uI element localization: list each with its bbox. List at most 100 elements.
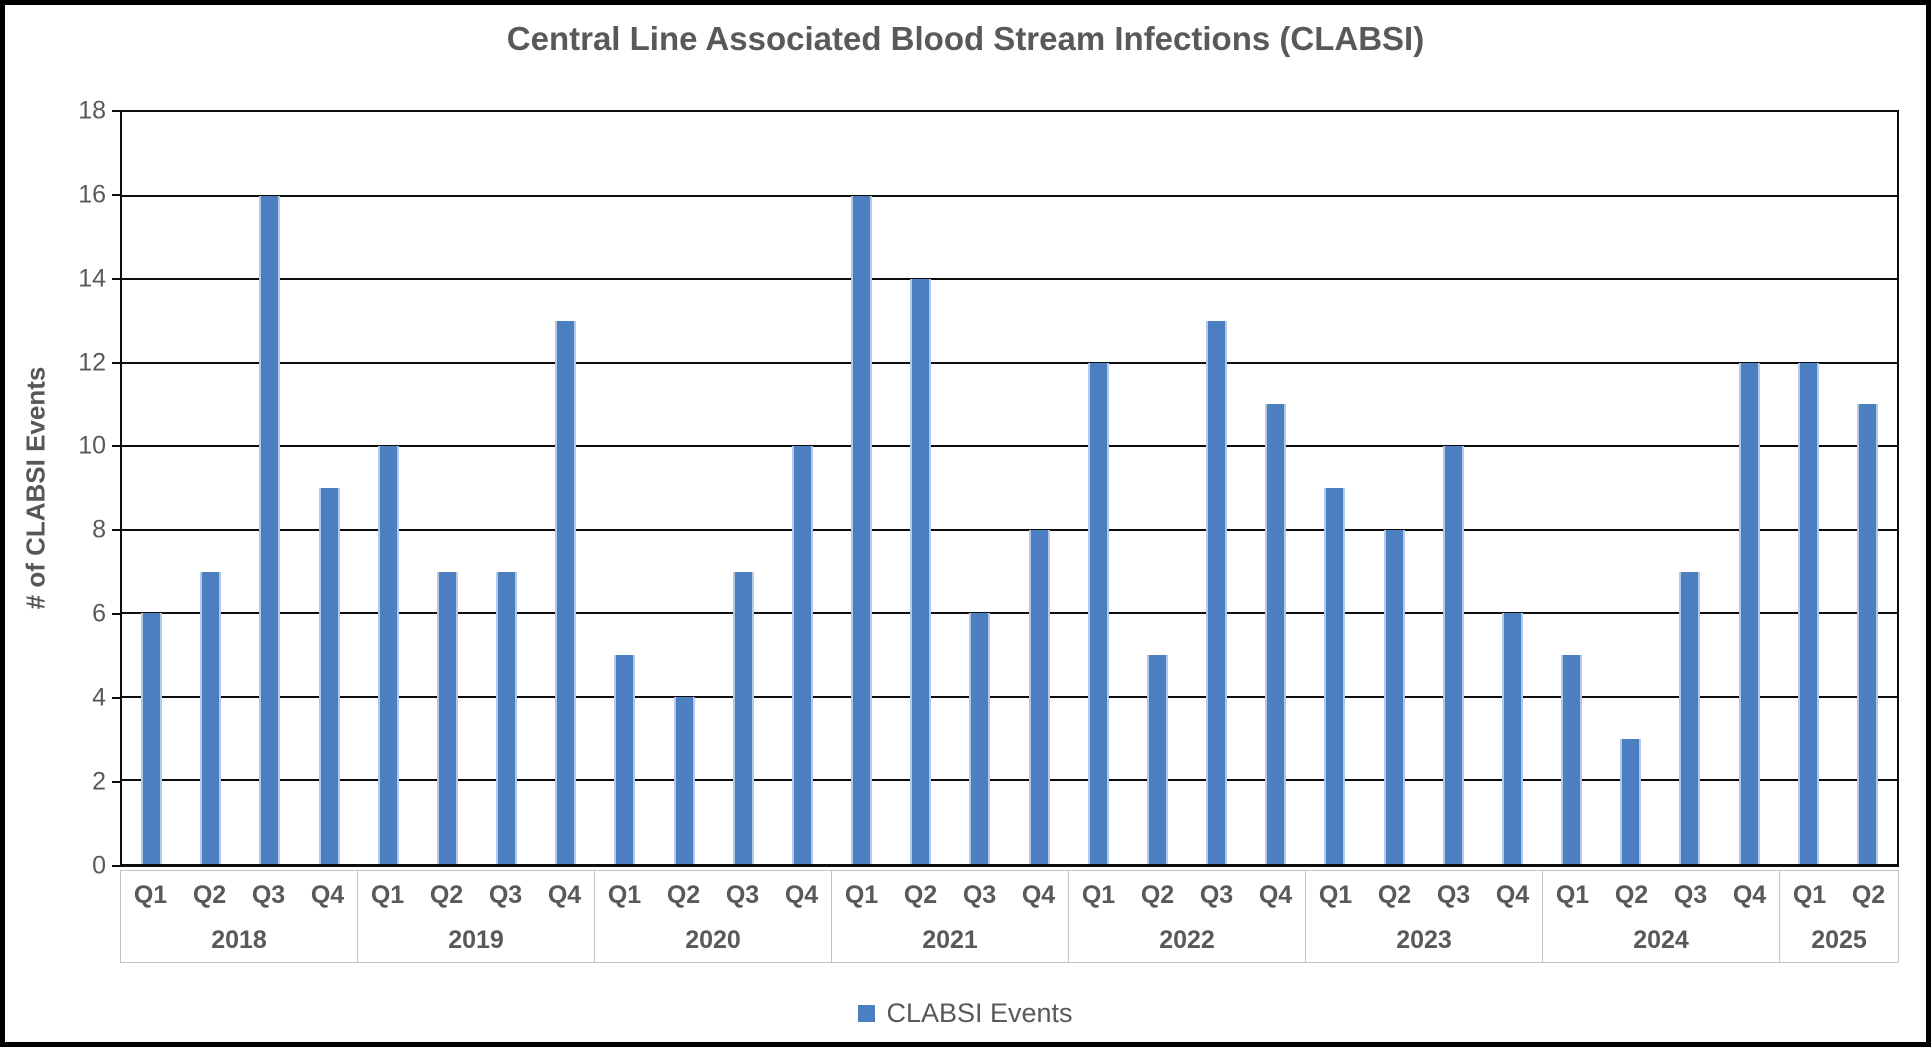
gridline: [122, 779, 1897, 782]
y-tick-label: 10: [78, 431, 106, 460]
quarter-label: Q3: [251, 880, 286, 909]
y-tick-label: 0: [92, 851, 106, 879]
quarter-row: Q1 Q2 Q3 Q4: [358, 871, 594, 919]
quarter-label: Q3: [1436, 880, 1471, 909]
quarter-row: Q1 Q2: [1780, 871, 1898, 919]
quarter-label: Q2: [192, 880, 227, 909]
chart-title: Central Line Associated Blood Stream Inf…: [506, 20, 1425, 57]
bar: [555, 320, 577, 864]
bar: [1620, 738, 1642, 864]
gridline: [122, 194, 1897, 197]
quarter-label: Q2: [1614, 880, 1649, 909]
bar: [1146, 655, 1168, 864]
y-axis-tick: [112, 110, 120, 112]
legend: CLABSI Events: [0, 995, 1931, 1031]
year-label: 2021: [922, 926, 978, 954]
category-axis-band: Q1 Q2 Q3 Q4 2018 Q1 Q2 Q3 Q4 2019 Q1 Q2 Q3 Q4 2020 Q1 Q2…: [120, 870, 1899, 963]
gridline: [122, 612, 1897, 615]
bar: [436, 571, 458, 864]
y-tick-label: 4: [92, 683, 106, 712]
quarter-label: Q1: [133, 880, 168, 909]
quarter-row: Q1 Q2 Q3 Q4: [1306, 871, 1542, 919]
bar: [614, 655, 636, 864]
quarter-label: Q2: [1851, 880, 1886, 909]
quarter-label: Q2: [429, 880, 464, 909]
bar: [377, 446, 399, 864]
quarter-label: Q2: [903, 880, 938, 909]
year-label: 2023: [1396, 926, 1452, 954]
y-axis-tick: [112, 613, 120, 615]
gridline: [122, 695, 1897, 698]
gridline: [122, 528, 1897, 531]
y-axis-tick: [112, 864, 120, 867]
bar: [1501, 613, 1523, 864]
quarter-label: Q1: [844, 880, 879, 909]
bar: [1265, 404, 1287, 864]
y-tick-label: 18: [78, 96, 106, 125]
quarter-label: Q4: [1732, 880, 1767, 909]
y-axis-tick: [112, 277, 120, 280]
quarter-row: Q1 Q2 Q3 Q4: [595, 871, 831, 919]
bar: [673, 696, 695, 864]
gridline: [122, 445, 1897, 448]
y-tick-label: 16: [78, 180, 106, 209]
y-axis-tick: [112, 361, 120, 364]
quarter-label: Q2: [1377, 880, 1412, 909]
year-cell: Q1 Q2 Q3 Q4 2020: [594, 871, 831, 962]
year-label: 2025: [1811, 926, 1867, 954]
quarter-label: Q4: [784, 880, 819, 909]
quarter-label: Q2: [666, 880, 701, 909]
y-axis-tick: [112, 529, 120, 532]
quarter-row: Q1 Q2 Q3 Q4: [1069, 871, 1305, 919]
bar: [259, 195, 281, 864]
quarter-label: Q3: [725, 880, 760, 909]
year-cell: Q1 Q2 Q3 Q4 2018: [120, 871, 357, 962]
quarter-label: Q4: [1021, 880, 1056, 909]
bar: [1206, 320, 1228, 864]
gridline: [122, 278, 1897, 281]
year-label: 2020: [685, 926, 741, 954]
quarter-label: Q1: [1081, 880, 1116, 909]
y-tick-label: 12: [78, 348, 106, 376]
bar: [1087, 362, 1109, 864]
year-cell: Q1 Q2 Q3 Q4 2021: [831, 871, 1068, 962]
bar: [1856, 404, 1878, 864]
bar: [1442, 446, 1464, 864]
y-tick-label: 14: [78, 264, 106, 293]
bar: [141, 613, 163, 864]
quarter-label: Q4: [310, 880, 345, 909]
bar: [851, 195, 873, 864]
bar: [1028, 529, 1050, 864]
gridline: [122, 361, 1897, 364]
y-tick-label: 6: [92, 599, 106, 628]
year-label: 2022: [1159, 926, 1215, 954]
quarter-label: Q1: [370, 880, 405, 909]
quarter-row: Q1 Q2 Q3 Q4: [832, 871, 1068, 919]
year-cell: Q1 Q2 Q3 Q4 2022: [1068, 871, 1305, 962]
legend-swatch-icon: [858, 1004, 876, 1022]
year-label: 2019: [448, 926, 504, 954]
quarter-label: Q4: [1495, 880, 1530, 909]
year-cell: Q1 Q2 Q3 Q4 2023: [1305, 871, 1542, 962]
bar: [1324, 488, 1346, 864]
year-label: 2018: [211, 926, 267, 954]
quarter-label: Q4: [1258, 880, 1293, 909]
bar: [1383, 529, 1405, 864]
y-axis-tick: [112, 193, 120, 196]
quarter-label: Q1: [1792, 880, 1827, 909]
plot-area: [120, 110, 1899, 867]
bar: [969, 613, 991, 864]
bar: [318, 488, 340, 864]
quarter-label: Q3: [1199, 880, 1234, 909]
bar: [200, 571, 222, 864]
quarter-label: Q4: [547, 880, 582, 909]
quarter-label: Q1: [607, 880, 642, 909]
year-cell: Q1 Q2 Q3 Q4 2019: [357, 871, 594, 962]
y-tick-label: 2: [92, 767, 106, 796]
bar: [1679, 571, 1701, 864]
bar: [732, 571, 754, 864]
legend-label: CLABSI Events: [886, 997, 1073, 1028]
y-axis-tick: [112, 780, 120, 783]
bar: [910, 279, 932, 864]
